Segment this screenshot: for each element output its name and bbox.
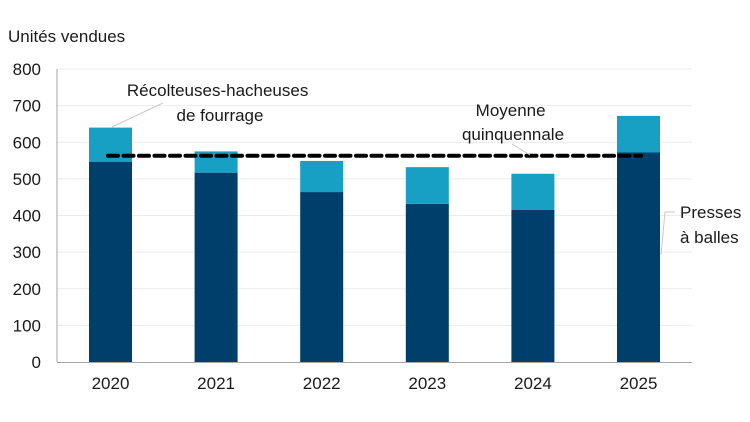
bar-segment bbox=[405, 167, 449, 204]
annotation-baler-line2: à balles bbox=[680, 228, 739, 247]
bar-segment bbox=[617, 152, 660, 362]
gridlines bbox=[57, 68, 692, 326]
y-tick-label: 600 bbox=[13, 133, 41, 152]
x-tick-label: 2023 bbox=[408, 374, 446, 393]
y-tick-label: 300 bbox=[13, 243, 41, 262]
bar-segment bbox=[89, 161, 132, 362]
annotation-forage-line2: de fourrage bbox=[177, 106, 264, 125]
annotation-five-year-average: Moyenne quinquennale bbox=[462, 101, 564, 144]
bars bbox=[89, 115, 660, 362]
y-axis-title: Unités vendues bbox=[8, 27, 126, 46]
y-tick-label: 200 bbox=[13, 280, 41, 299]
bar-segment bbox=[300, 192, 344, 362]
bar-segment bbox=[511, 173, 555, 211]
x-tick-label: 2020 bbox=[92, 374, 130, 393]
bar-segment bbox=[405, 203, 449, 362]
annotation-avg-line2: quinquennale bbox=[462, 125, 564, 144]
baler-leader-line bbox=[660, 211, 675, 256]
y-tick-label: 800 bbox=[13, 60, 41, 79]
bar-segment bbox=[511, 210, 555, 362]
y-tick-label: 100 bbox=[13, 316, 41, 335]
y-tick-label: 500 bbox=[13, 170, 41, 189]
annotation-forage-line1: Récolteuses-hacheuses bbox=[127, 81, 308, 100]
y-axis-ticks: 0 100 200 300 400 500 600 700 800 bbox=[13, 60, 41, 372]
forage-leader-line bbox=[111, 102, 164, 128]
annotation-avg-line1: Moyenne bbox=[476, 101, 546, 120]
y-tick-label: 700 bbox=[13, 97, 41, 116]
axes bbox=[56, 69, 692, 363]
x-tick-label: 2022 bbox=[303, 374, 341, 393]
y-tick-label: 0 bbox=[32, 353, 41, 372]
x-axis-ticks: 2020 2021 2022 2023 2024 2025 bbox=[92, 374, 658, 393]
average-leader-line bbox=[511, 143, 531, 156]
bar-segment bbox=[194, 172, 238, 362]
bar-segment bbox=[300, 160, 344, 193]
bar-segment bbox=[617, 115, 660, 153]
x-tick-label: 2024 bbox=[514, 374, 552, 393]
y-tick-label: 400 bbox=[13, 207, 41, 226]
annotation-baler-line1: Presses bbox=[680, 203, 741, 222]
x-tick-label: 2021 bbox=[197, 374, 235, 393]
annotation-forage-harvesters: Récolteuses-hacheuses de fourrage bbox=[127, 81, 313, 125]
x-tick-label: 2025 bbox=[620, 374, 658, 393]
annotation-balers: Presses à balles bbox=[680, 203, 746, 247]
